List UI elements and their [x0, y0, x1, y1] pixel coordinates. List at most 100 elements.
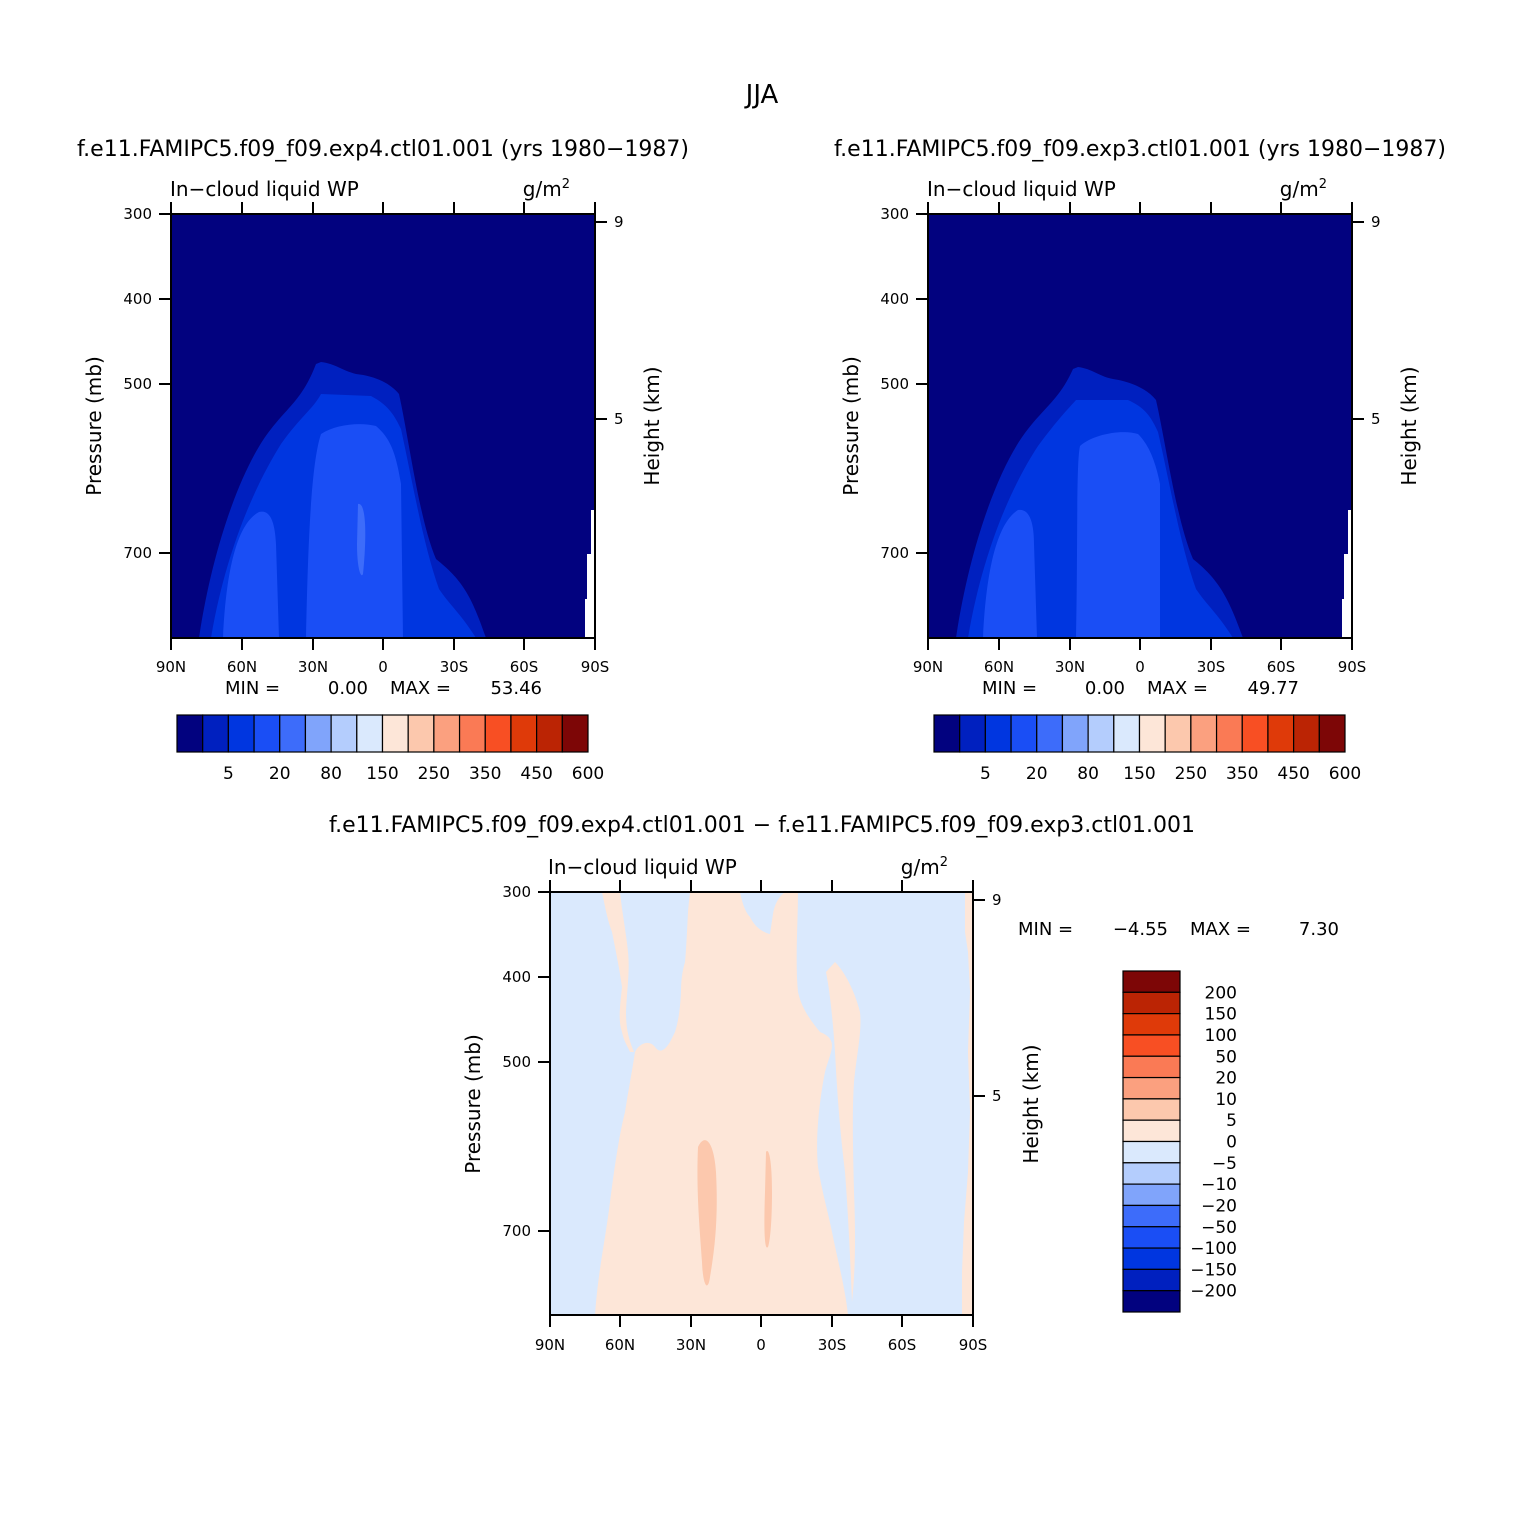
y-right-tick-label: 9: [992, 891, 1002, 909]
colorbar-swatch: [510, 714, 538, 753]
colorbar-swatch: [1122, 1268, 1181, 1292]
y-axis-label: Pressure (mb): [461, 1034, 485, 1174]
x-tick-label: 30N: [676, 1336, 706, 1354]
panel-title: f.e11.FAMIPC5.f09_f09.exp3.ctl01.001 (yr…: [834, 137, 1446, 162]
colorbar-swatch: [1138, 714, 1166, 753]
colorbar-swatch: [1122, 1055, 1181, 1079]
x-tick-label: 0: [378, 658, 388, 676]
colorbar-label: 200: [1205, 983, 1237, 1003]
colorbar: 5 20 80 150 250 350 450 600: [176, 714, 604, 784]
y-tick-label: 500: [880, 375, 909, 393]
colorbar-swatch: [1122, 970, 1181, 993]
max-label: MAX =: [1190, 919, 1251, 940]
axis-ticks: [916, 202, 1364, 650]
level-80: [223, 424, 403, 638]
colorbar-label: −50: [1201, 1218, 1237, 1238]
y-right-tick-label: 5: [1371, 410, 1381, 428]
colorbar: 5 20 80 150 250 350 450 600: [933, 714, 1361, 784]
colorbar-label: 5: [980, 764, 991, 784]
colorbar-swatch: [1190, 714, 1218, 753]
colorbar-swatch: [1122, 1290, 1181, 1313]
colorbar-label: 10: [1215, 1090, 1237, 1110]
plot-area: [550, 892, 973, 1315]
plot-area: [928, 214, 1352, 638]
colorbar-swatch: [1164, 714, 1192, 753]
x-tick-label: 60S: [510, 658, 539, 676]
level-80: [983, 432, 1160, 638]
colorbar-swatch: [176, 714, 204, 753]
x-tick-label: 0: [1135, 658, 1145, 676]
colorbar-swatch: [1122, 1226, 1181, 1249]
colorbar-label: −200: [1190, 1282, 1237, 1302]
y-tick-label: 300: [880, 205, 909, 223]
y-right-axis-label: Height (km): [640, 366, 664, 485]
y-tick-label: 400: [880, 290, 909, 308]
y-tick-label: 700: [502, 1222, 531, 1240]
x-tick-label: 90N: [535, 1336, 565, 1354]
diff-title: f.e11.FAMIPC5.f09_f09.exp4.ctl01.001 − f…: [329, 813, 1195, 838]
colorbar-label: 450: [1277, 764, 1309, 784]
panel-top-right: f.e11.FAMIPC5.f09_f09.exp3.ctl01.001 (yr…: [834, 137, 1446, 784]
colorbar-swatch: [1061, 714, 1089, 753]
colorbar-swatch: [1122, 1119, 1181, 1143]
min-label: MIN =: [225, 678, 280, 699]
y-tick-label: 500: [123, 375, 152, 393]
colorbar-swatch: [1293, 714, 1320, 753]
colorbar-swatch: [1267, 714, 1295, 753]
masked-region: [1342, 510, 1352, 638]
colorbar-swatch: [1122, 1140, 1181, 1164]
y-right-tick-label: 5: [614, 410, 624, 428]
colorbar-swatch: [536, 714, 563, 753]
axis-ticks: [159, 202, 607, 650]
colorbar-label: −10: [1201, 1175, 1237, 1195]
colorbar-swatch: [202, 714, 229, 753]
x-tick-label: 30S: [1197, 658, 1226, 676]
axis-ticks: [538, 880, 985, 1327]
panel-difference: f.e11.FAMIPC5.f09_f09.exp4.ctl01.001 − f…: [329, 813, 1339, 1354]
colorbar-swatch: [1122, 1247, 1181, 1270]
colorbar-swatch: [253, 714, 281, 753]
variable-label: In−cloud liquid WP: [927, 177, 1116, 201]
colorbar-swatch: [1122, 1098, 1181, 1121]
x-tick-label: 60N: [984, 658, 1014, 676]
y-axis-label: Pressure (mb): [82, 356, 106, 496]
colorbar-label: 20: [269, 764, 291, 784]
colorbar-swatch: [561, 714, 589, 753]
y-tick-label: 400: [502, 968, 531, 986]
colorbar-label: 600: [1329, 764, 1361, 784]
colorbar-swatch: [227, 714, 255, 753]
max-label: MAX =: [1147, 678, 1208, 699]
x-tick-label: 90S: [1338, 658, 1367, 676]
colorbar-swatch: [1122, 1013, 1181, 1036]
colorbar-label: 150: [1123, 764, 1155, 784]
colorbar-label: 100: [1205, 1026, 1237, 1046]
x-tick-label: 30N: [298, 658, 328, 676]
x-tick-label: 90N: [913, 658, 943, 676]
colorbar-label: 5: [1226, 1111, 1237, 1131]
max-value: 7.30: [1299, 919, 1339, 940]
y-tick-label: 300: [123, 205, 152, 223]
plot-area: [171, 214, 595, 638]
colorbar-swatch: [1122, 1162, 1181, 1185]
y-right-axis-label: Height (km): [1019, 1044, 1043, 1163]
colorbar-label: −20: [1201, 1196, 1237, 1216]
colorbar-label: −150: [1190, 1260, 1237, 1280]
level-pos-strip-s: [826, 962, 861, 1302]
colorbar-swatch: [330, 714, 358, 753]
colorbar-label: 0: [1226, 1133, 1237, 1153]
colorbar-label: −100: [1190, 1239, 1237, 1259]
units-label: g/m2: [523, 177, 570, 201]
colorbar-label: 20: [1026, 764, 1048, 784]
y-tick-label: 300: [502, 883, 531, 901]
figure-title: JJA: [744, 80, 779, 110]
colorbar-label: 5: [223, 764, 234, 784]
colorbar-swatch: [407, 714, 435, 753]
colorbar-swatch: [1215, 714, 1243, 753]
y-right-tick-label: 5: [992, 1087, 1002, 1105]
x-tick-label: 30N: [1055, 658, 1085, 676]
max-label: MAX =: [390, 678, 451, 699]
y-right-axis-label: Height (km): [1397, 366, 1421, 485]
colorbar-swatch: [1122, 1204, 1181, 1228]
colorbar-swatch: [484, 714, 512, 753]
